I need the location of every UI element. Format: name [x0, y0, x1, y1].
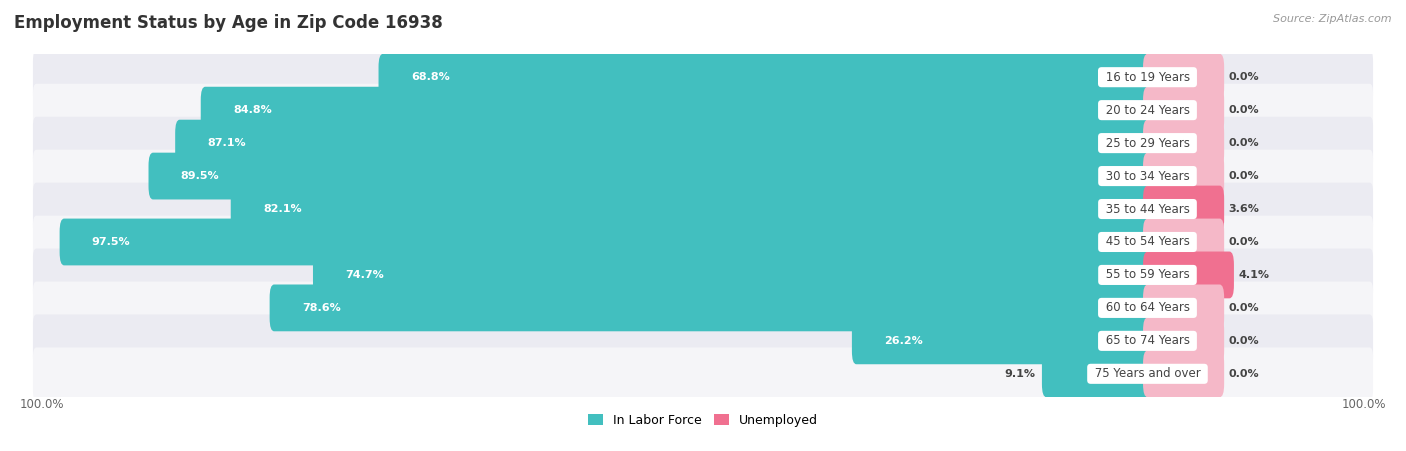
Text: 0.0%: 0.0%: [1229, 336, 1260, 346]
Text: 30 to 34 Years: 30 to 34 Years: [1102, 170, 1194, 183]
Text: Source: ZipAtlas.com: Source: ZipAtlas.com: [1274, 14, 1392, 23]
Text: 25 to 29 Years: 25 to 29 Years: [1102, 137, 1194, 150]
Text: 89.5%: 89.5%: [181, 171, 219, 181]
Text: 55 to 59 Years: 55 to 59 Years: [1102, 268, 1194, 281]
Text: 75 Years and over: 75 Years and over: [1091, 367, 1204, 380]
Text: 16 to 19 Years: 16 to 19 Years: [1101, 71, 1194, 84]
FancyBboxPatch shape: [1143, 186, 1225, 232]
FancyBboxPatch shape: [270, 285, 1152, 331]
FancyBboxPatch shape: [59, 219, 1152, 265]
FancyBboxPatch shape: [1143, 350, 1225, 397]
FancyBboxPatch shape: [32, 314, 1374, 367]
Text: 82.1%: 82.1%: [263, 204, 302, 214]
Text: 26.2%: 26.2%: [884, 336, 922, 346]
FancyBboxPatch shape: [32, 183, 1374, 235]
FancyBboxPatch shape: [1143, 318, 1225, 364]
Text: 20 to 24 Years: 20 to 24 Years: [1102, 104, 1194, 117]
FancyBboxPatch shape: [1143, 252, 1234, 299]
FancyBboxPatch shape: [32, 150, 1374, 202]
Text: 97.5%: 97.5%: [91, 237, 131, 247]
Text: 68.8%: 68.8%: [411, 72, 450, 82]
FancyBboxPatch shape: [32, 51, 1374, 104]
Text: 9.1%: 9.1%: [1004, 369, 1035, 379]
FancyBboxPatch shape: [378, 54, 1152, 101]
FancyBboxPatch shape: [314, 252, 1152, 299]
FancyBboxPatch shape: [149, 152, 1152, 199]
FancyBboxPatch shape: [176, 120, 1152, 166]
Text: 65 to 74 Years: 65 to 74 Years: [1102, 334, 1194, 347]
FancyBboxPatch shape: [32, 84, 1374, 137]
Text: 0.0%: 0.0%: [1229, 369, 1260, 379]
FancyBboxPatch shape: [1143, 87, 1225, 133]
FancyBboxPatch shape: [32, 249, 1374, 301]
FancyBboxPatch shape: [1143, 285, 1225, 331]
Text: 74.7%: 74.7%: [346, 270, 384, 280]
FancyBboxPatch shape: [32, 216, 1374, 268]
Legend: In Labor Force, Unemployed: In Labor Force, Unemployed: [583, 409, 823, 432]
FancyBboxPatch shape: [32, 117, 1374, 170]
FancyBboxPatch shape: [32, 281, 1374, 334]
Text: 60 to 64 Years: 60 to 64 Years: [1102, 301, 1194, 314]
Text: 100.0%: 100.0%: [20, 397, 65, 410]
Text: 4.1%: 4.1%: [1239, 270, 1270, 280]
Text: 0.0%: 0.0%: [1229, 171, 1260, 181]
FancyBboxPatch shape: [231, 186, 1152, 232]
Text: 0.0%: 0.0%: [1229, 105, 1260, 115]
FancyBboxPatch shape: [201, 87, 1152, 133]
Text: Employment Status by Age in Zip Code 16938: Employment Status by Age in Zip Code 169…: [14, 14, 443, 32]
Text: 0.0%: 0.0%: [1229, 138, 1260, 148]
Text: 87.1%: 87.1%: [208, 138, 246, 148]
FancyBboxPatch shape: [32, 347, 1374, 400]
Text: 100.0%: 100.0%: [1341, 397, 1386, 410]
Text: 0.0%: 0.0%: [1229, 237, 1260, 247]
FancyBboxPatch shape: [1143, 219, 1225, 265]
FancyBboxPatch shape: [1042, 350, 1152, 397]
FancyBboxPatch shape: [1143, 54, 1225, 101]
FancyBboxPatch shape: [852, 318, 1152, 364]
Text: 0.0%: 0.0%: [1229, 72, 1260, 82]
Text: 84.8%: 84.8%: [233, 105, 271, 115]
Text: 35 to 44 Years: 35 to 44 Years: [1102, 202, 1194, 216]
Text: 0.0%: 0.0%: [1229, 303, 1260, 313]
FancyBboxPatch shape: [1143, 120, 1225, 166]
Text: 45 to 54 Years: 45 to 54 Years: [1102, 235, 1194, 249]
FancyBboxPatch shape: [1143, 152, 1225, 199]
Text: 3.6%: 3.6%: [1229, 204, 1260, 214]
Text: 78.6%: 78.6%: [302, 303, 340, 313]
